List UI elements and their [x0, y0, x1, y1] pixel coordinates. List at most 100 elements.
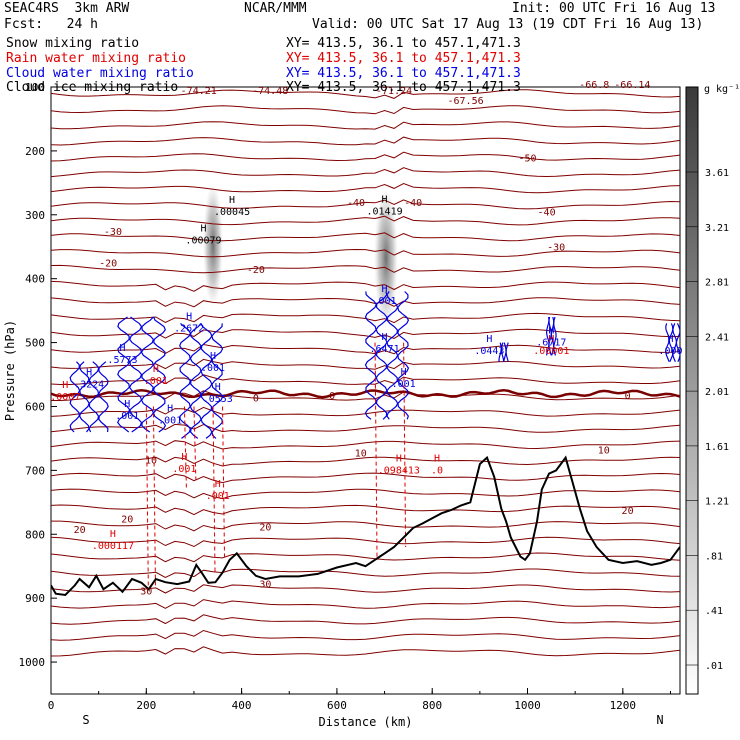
temperature-contour	[51, 182, 680, 194]
rain-water-contour	[403, 342, 407, 548]
cloud-water-value-label: .6717	[536, 338, 566, 349]
cloud-water-contour	[200, 323, 213, 439]
cloud-water-high-marker: H	[215, 382, 221, 393]
x-tick-label: 400	[232, 699, 252, 712]
rain-water-contour	[183, 406, 187, 490]
y-tick-label: 400	[25, 273, 45, 286]
rain-high-marker: H	[396, 453, 402, 464]
temperature-contour	[51, 536, 680, 548]
field-rain-xy: XY= 413.5, 36.1 to 457.1,471.3	[286, 51, 521, 66]
colorbar-label: 2.81	[705, 278, 729, 289]
rain-value-label: .0	[431, 465, 443, 476]
cloud-water-value-label: .0443	[474, 346, 504, 357]
cloud-water-contour	[675, 323, 680, 362]
cloud-water-high-marker: H	[167, 404, 173, 415]
cloud-water-contour	[211, 323, 224, 439]
temperature-contour	[51, 599, 680, 609]
rain-value-label: .0007	[50, 392, 80, 403]
model-title: SEAC4RS 3km ARW	[4, 1, 130, 16]
rain-water-contour	[193, 406, 197, 484]
temperature-label: 10	[145, 456, 157, 467]
temperature-label: -74.48	[252, 86, 288, 97]
x-tick-label: 0	[48, 699, 55, 712]
temperature-label: -30	[547, 243, 565, 254]
rain-value-label: .00001	[533, 346, 569, 357]
temperature-label: 20	[74, 525, 86, 536]
cloud-water-high-marker: H	[382, 284, 388, 295]
colorbar-label: 2.41	[705, 332, 729, 343]
temperature-label: -67.56	[448, 96, 484, 107]
temperature-contour	[51, 328, 680, 339]
cloud-water-value-label: .2672	[174, 324, 204, 335]
cloud-water-value-label: .000	[658, 346, 682, 357]
field-snow-xy: XY= 413.5, 36.1 to 457.1,471.3	[286, 36, 521, 51]
rain-value-label: .000117	[92, 541, 134, 552]
rain-water-contour	[222, 406, 226, 560]
zero-isotherm	[51, 388, 680, 399]
field-snow-label: Snow mixing ratio	[6, 36, 140, 51]
rain-water-contour	[374, 342, 378, 560]
cloud-water-contour	[69, 361, 81, 433]
rain-water-contour	[145, 406, 149, 586]
temperature-contour	[51, 167, 680, 178]
cloud-water-value-label: .3224	[74, 380, 104, 391]
cloud-water-value-label: .001	[392, 379, 416, 390]
plot-frame	[50, 86, 681, 695]
cloud-water-high-marker: H	[486, 334, 492, 345]
temperature-label: 0	[625, 391, 631, 402]
field-cloudice-xy: XY= 413.5, 36.1 to 457.1,471.3	[286, 80, 521, 95]
rain-high-marker: H	[548, 334, 554, 345]
rain-value-label: .001	[172, 464, 196, 475]
cloud-water-value-label: .001	[201, 363, 225, 374]
temperature-label: 20	[121, 514, 133, 525]
snow-plume-west	[203, 183, 223, 307]
cloud-water-high-marker: H	[86, 368, 92, 379]
temperature-contour	[51, 199, 680, 210]
temperature-contour	[51, 584, 680, 594]
temperature-contour	[51, 89, 680, 99]
temperature-label: 0	[329, 391, 335, 402]
colorbar-ramp	[685, 86, 699, 695]
cloud-water-value-label: .001	[158, 416, 182, 427]
cloud-water-contour	[505, 342, 509, 362]
temperature-contour	[51, 358, 680, 370]
cloud-water-high-marker: H	[119, 343, 125, 354]
temperature-label: -20	[99, 259, 117, 270]
x-tick-label: 200	[136, 699, 156, 712]
y-tick-label: 300	[25, 209, 45, 222]
x-tick-label: 600	[327, 699, 347, 712]
x-tick-label: 800	[422, 699, 442, 712]
cloud-water-contour	[152, 316, 167, 433]
cloud-water-value-label: .6471	[370, 344, 400, 355]
colorbar-label: .81	[705, 551, 723, 562]
y-tick-label: 500	[25, 337, 45, 350]
snow-plume-east	[374, 188, 398, 328]
temperature-contour	[51, 552, 680, 563]
cloud-water-high-marker: H	[667, 334, 673, 345]
temperature-label: -40	[538, 208, 556, 219]
snow-high-marker: H	[229, 195, 235, 206]
cloud-water-value-label: .001	[373, 296, 397, 307]
rain-high-marker: H	[215, 479, 221, 490]
center-title: NCAR/MMM	[244, 1, 307, 16]
temperature-contour	[51, 440, 680, 450]
colorbar-label: 3.21	[705, 223, 729, 234]
x-end-label-north: N	[656, 713, 663, 727]
rain-high-marker: H	[110, 529, 116, 540]
temperature-label: -50	[518, 153, 536, 164]
snow-value-label: .00079	[185, 235, 221, 246]
temperature-contour	[51, 264, 680, 274]
temperature-label: -66.8	[579, 80, 609, 91]
cloud-water-contour	[665, 323, 670, 362]
rain-value-label: .001	[144, 376, 168, 387]
y-tick-label: 1000	[19, 656, 46, 669]
temperature-contour	[51, 297, 680, 308]
temperature-contour	[51, 280, 680, 292]
snow-high-marker: H	[200, 223, 206, 234]
y-tick-label: 800	[25, 528, 45, 541]
cloud-water-value-label: .5773	[107, 355, 137, 366]
temperature-contour	[51, 614, 680, 625]
y-tick-label: 200	[25, 145, 45, 158]
cloud-water-contour	[128, 316, 143, 433]
snow-value-label: .00045	[214, 207, 250, 218]
